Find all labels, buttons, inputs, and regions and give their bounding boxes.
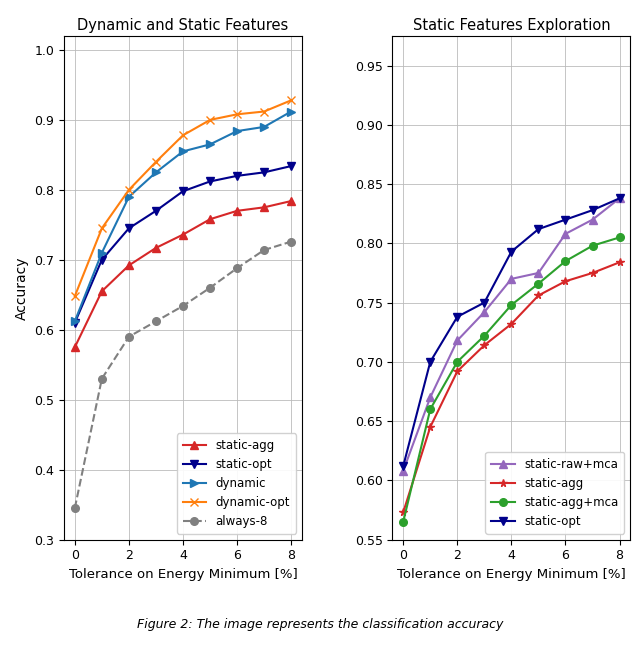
Line: static-agg+mca: static-agg+mca xyxy=(399,233,623,526)
always-8 xyxy=(287,237,295,245)
static-opt xyxy=(179,187,187,195)
static-agg xyxy=(508,320,515,328)
Line: dynamic-opt: dynamic-opt xyxy=(71,97,295,300)
static-opt xyxy=(98,256,106,264)
dynamic-opt xyxy=(287,96,295,104)
static-agg+mca xyxy=(562,257,570,265)
always-8 xyxy=(98,375,106,383)
static-raw+mca xyxy=(454,337,461,345)
static-opt xyxy=(454,313,461,320)
dynamic-opt xyxy=(71,292,79,300)
static-agg+mca xyxy=(616,233,623,241)
Line: static-opt: static-opt xyxy=(399,194,623,470)
static-agg xyxy=(589,269,596,277)
static-agg xyxy=(179,231,187,239)
static-agg xyxy=(287,197,295,205)
Line: static-opt: static-opt xyxy=(71,162,295,326)
static-opt xyxy=(426,358,434,366)
dynamic xyxy=(260,123,268,131)
always-8 xyxy=(125,333,132,341)
static-agg xyxy=(534,292,542,300)
static-agg+mca xyxy=(508,301,515,309)
Line: static-agg: static-agg xyxy=(71,198,295,351)
dynamic-opt xyxy=(98,224,106,232)
Line: dynamic: dynamic xyxy=(71,108,295,325)
always-8 xyxy=(233,264,241,272)
always-8 xyxy=(71,504,79,512)
static-raw+mca xyxy=(562,230,570,238)
static-opt xyxy=(481,299,488,307)
dynamic-opt xyxy=(125,186,132,194)
static-agg+mca xyxy=(399,518,407,526)
always-8 xyxy=(206,284,214,292)
X-axis label: Tolerance on Energy Minimum [%]: Tolerance on Energy Minimum [%] xyxy=(68,568,298,581)
static-agg xyxy=(206,215,214,223)
static-opt xyxy=(233,172,241,180)
static-raw+mca xyxy=(616,194,623,202)
static-agg xyxy=(454,368,461,375)
Title: Static Features Exploration: Static Features Exploration xyxy=(413,18,610,33)
static-agg+mca xyxy=(481,332,488,339)
Title: Dynamic and Static Features: Dynamic and Static Features xyxy=(77,18,289,33)
dynamic xyxy=(152,169,160,177)
static-agg xyxy=(233,207,241,215)
static-agg xyxy=(399,508,407,516)
static-agg+mca xyxy=(454,358,461,366)
static-opt xyxy=(260,169,268,177)
dynamic-opt xyxy=(206,116,214,124)
static-agg+mca xyxy=(426,405,434,413)
dynamic-opt xyxy=(152,158,160,166)
static-opt xyxy=(589,206,596,214)
dynamic xyxy=(233,127,241,135)
static-opt xyxy=(534,225,542,233)
dynamic xyxy=(125,193,132,201)
static-raw+mca xyxy=(481,308,488,316)
Legend: static-raw+mca, static-agg, static-agg+mca, static-opt: static-raw+mca, static-agg, static-agg+m… xyxy=(485,452,625,534)
Y-axis label: Accuracy: Accuracy xyxy=(15,256,29,320)
static-opt xyxy=(152,207,160,215)
static-agg+mca xyxy=(534,280,542,288)
always-8 xyxy=(152,317,160,325)
dynamic xyxy=(71,317,79,325)
Line: static-agg: static-agg xyxy=(399,258,623,516)
dynamic-opt xyxy=(179,131,187,139)
Legend: static-agg, static-opt, dynamic, dynamic-opt, always-8: static-agg, static-opt, dynamic, dynamic… xyxy=(177,433,296,534)
static-opt xyxy=(399,462,407,470)
always-8 xyxy=(260,246,268,254)
dynamic-opt xyxy=(260,107,268,115)
static-agg xyxy=(562,277,570,285)
static-agg xyxy=(98,287,106,295)
static-raw+mca xyxy=(589,216,596,224)
static-agg xyxy=(71,343,79,351)
static-raw+mca xyxy=(399,467,407,475)
static-agg xyxy=(616,258,623,266)
static-agg+mca xyxy=(589,242,596,250)
dynamic xyxy=(206,141,214,148)
static-opt xyxy=(616,194,623,202)
dynamic xyxy=(287,107,295,115)
dynamic-opt xyxy=(233,111,241,118)
static-raw+mca xyxy=(426,394,434,402)
X-axis label: Tolerance on Energy Minimum [%]: Tolerance on Energy Minimum [%] xyxy=(397,568,626,581)
Line: static-raw+mca: static-raw+mca xyxy=(399,194,623,475)
static-agg xyxy=(260,203,268,211)
static-opt xyxy=(206,177,214,185)
static-agg xyxy=(426,423,434,431)
always-8 xyxy=(179,302,187,310)
static-raw+mca xyxy=(508,275,515,283)
static-raw+mca xyxy=(534,269,542,277)
dynamic xyxy=(179,147,187,155)
dynamic xyxy=(98,249,106,257)
static-opt xyxy=(71,318,79,326)
static-agg xyxy=(125,262,132,269)
static-opt xyxy=(508,248,515,256)
Line: always-8: always-8 xyxy=(71,238,295,512)
static-opt xyxy=(125,224,132,232)
Text: Figure 2: The image represents the classification accuracy: Figure 2: The image represents the class… xyxy=(137,618,503,631)
static-opt xyxy=(287,162,295,170)
static-agg xyxy=(152,244,160,252)
static-agg xyxy=(481,341,488,349)
static-opt xyxy=(562,216,570,224)
